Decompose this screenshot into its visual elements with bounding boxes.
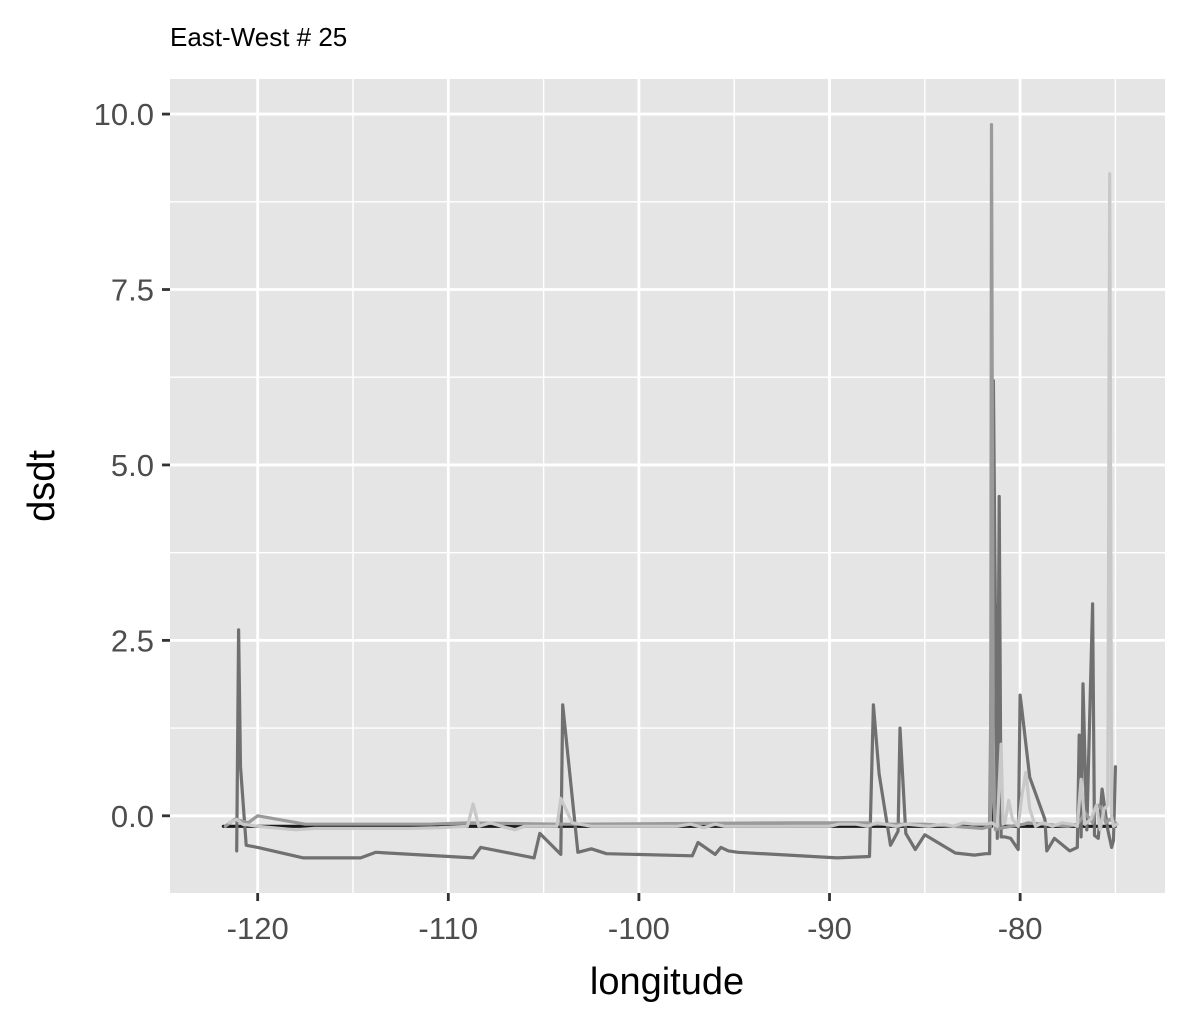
y-axis: 0.0 2.5 5.0 7.5 10.0 bbox=[94, 97, 170, 834]
x-axis-title: longitude bbox=[590, 961, 744, 1003]
x-tick-label: -90 bbox=[807, 911, 852, 946]
y-tick-label: 7.5 bbox=[111, 273, 154, 308]
series-line-3 bbox=[223, 122, 1118, 832]
y-tick-label: 5.0 bbox=[111, 448, 154, 483]
x-tick-label: -80 bbox=[998, 911, 1043, 946]
minor-gridlines bbox=[170, 79, 1165, 893]
plot-panel bbox=[170, 79, 1165, 893]
series-layer bbox=[221, 122, 1119, 860]
x-tick-label: -120 bbox=[227, 911, 289, 946]
y-tick-label: 10.0 bbox=[94, 97, 154, 132]
x-tick-label: -110 bbox=[418, 911, 478, 946]
y-axis-title: dsdt bbox=[21, 450, 63, 522]
y-tick-label: 0.0 bbox=[111, 799, 154, 834]
chart-title: East-West # 25 bbox=[170, 22, 347, 52]
y-tick-label: 2.5 bbox=[111, 623, 154, 658]
x-tick-label: -100 bbox=[608, 911, 670, 946]
x-axis: -120 -110 -100 -90 -80 bbox=[227, 893, 1043, 946]
series-line-4 bbox=[227, 172, 1119, 832]
